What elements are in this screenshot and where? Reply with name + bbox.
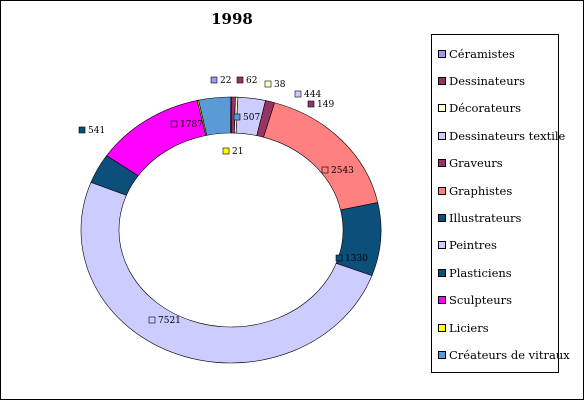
legend-swatch [438, 268, 446, 277]
legend-swatch [438, 131, 446, 140]
legend-label: Illustrateurs [449, 211, 522, 226]
donut-slice [80, 181, 373, 364]
legend-swatch [438, 214, 446, 223]
legend-item: Peintres [438, 232, 558, 259]
legend-label: Dessinateurs [449, 74, 526, 89]
data-label-swatch [170, 120, 178, 128]
legend-label: Graveurs [449, 156, 503, 171]
legend-item: Graphistes [438, 177, 558, 204]
legend-label: Dessinateurs textile [449, 128, 566, 143]
legend-item: Graveurs [438, 150, 558, 177]
legend-label: Décorateurs [449, 101, 521, 116]
legend-item: Dessinateurs textile [438, 122, 565, 149]
data-label: 38 [274, 80, 286, 90]
donut-slice [198, 96, 231, 136]
data-label: 507 [243, 113, 260, 123]
data-label: 541 [88, 126, 105, 136]
data-label-swatch [321, 166, 329, 174]
chart-title: 1998 [211, 10, 253, 28]
data-label-swatch [294, 90, 302, 98]
data-label: 1787 [180, 120, 203, 130]
legend-swatch [438, 323, 446, 332]
data-label-swatch [236, 76, 244, 84]
legend-swatch [438, 104, 446, 113]
legend-swatch [438, 350, 446, 359]
donut-slice [335, 202, 382, 277]
legend-label: Sculpteurs [449, 293, 512, 308]
data-label-swatch [307, 100, 315, 108]
legend-swatch [438, 296, 446, 305]
data-label: 1330 [345, 254, 368, 264]
donut-slice [263, 102, 379, 211]
donut-slice [106, 100, 207, 177]
data-label: 62 [246, 76, 257, 86]
legend-item: Créateurs de vitraux [438, 341, 570, 368]
legend-swatch [438, 186, 446, 195]
data-label: 22 [220, 76, 231, 86]
legend-item: Céramistes [438, 40, 558, 67]
legend-label: Plasticiens [449, 265, 512, 280]
legend-swatch [438, 159, 446, 168]
data-label: 149 [317, 100, 334, 110]
data-label-swatch [222, 147, 230, 155]
data-label-swatch [148, 316, 156, 324]
data-label: 7521 [158, 316, 181, 326]
legend-item: Illustrateurs [438, 204, 558, 231]
legend: Céramistes Dessinateurs Décorateurs Dessina… [431, 34, 570, 373]
data-label-swatch [78, 126, 86, 134]
data-label-swatch [210, 76, 218, 84]
legend-swatch [438, 49, 446, 58]
legend-label: Céramistes [449, 46, 515, 61]
legend-label: Graphistes [449, 183, 513, 198]
data-label-swatch [233, 113, 241, 121]
data-label: 444 [304, 90, 321, 100]
data-label: 21 [232, 147, 243, 157]
legend-label: Créateurs de vitraux [449, 347, 570, 362]
legend-item: Dessinateurs [438, 67, 558, 94]
legend-label: Liciers [449, 320, 489, 335]
data-label-swatch [264, 80, 272, 88]
legend-item: Plasticiens [438, 259, 558, 286]
data-label: 2543 [331, 166, 354, 176]
legend-item: Liciers [438, 314, 558, 341]
data-label-swatch [335, 254, 343, 262]
legend-item: Sculpteurs [438, 287, 558, 314]
legend-swatch [438, 77, 446, 86]
legend-item: Décorateurs [438, 95, 558, 122]
legend-swatch [438, 241, 446, 250]
legend-label: Peintres [449, 238, 497, 253]
